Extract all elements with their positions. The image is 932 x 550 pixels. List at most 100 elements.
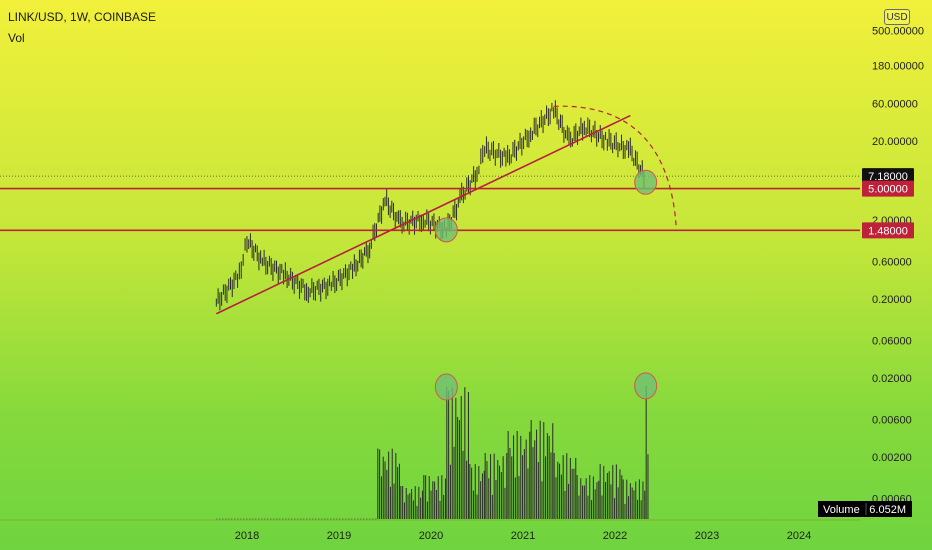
volume-bar xyxy=(621,475,623,519)
volume-bar xyxy=(640,500,642,519)
volume-badge-bg xyxy=(818,501,912,517)
price-tick-label: 180.00000 xyxy=(872,61,924,73)
volume-bar xyxy=(578,495,580,519)
volume-bar xyxy=(541,481,543,519)
volume-bar xyxy=(545,456,547,519)
price-tick-label: 500.00000 xyxy=(872,26,924,38)
volume-bar xyxy=(412,500,414,519)
volume-bar xyxy=(416,505,418,519)
volume-bar xyxy=(397,467,399,519)
volume-bar xyxy=(513,435,515,519)
volume-bar xyxy=(430,490,432,519)
volume-bar xyxy=(516,431,518,519)
volume-bar xyxy=(428,476,430,519)
volume-bar xyxy=(537,462,539,519)
volume-bar xyxy=(426,501,428,519)
volume-bar xyxy=(546,433,548,519)
volume-bar xyxy=(491,494,493,519)
price-tick-label: 1400.00000 xyxy=(872,0,930,2)
volume-bar xyxy=(589,475,591,519)
volume-bar xyxy=(598,480,600,519)
volume-bar xyxy=(395,452,397,519)
volume-highlight-circle xyxy=(434,373,458,401)
volume-bar xyxy=(532,447,534,519)
volume-bar xyxy=(405,488,407,519)
volume-bar xyxy=(423,475,425,519)
volume-bar xyxy=(529,431,531,519)
volume-bar xyxy=(569,457,571,519)
volume-bar xyxy=(504,487,506,519)
volume-bar xyxy=(612,465,614,519)
volume-bar xyxy=(488,478,490,519)
volume-bar xyxy=(441,475,443,519)
volume-bar xyxy=(585,478,587,519)
volume-bar xyxy=(633,490,635,519)
price-tick-label: 0.06000 xyxy=(872,335,912,347)
volume-bar xyxy=(444,478,446,519)
volume-bar xyxy=(518,476,520,519)
volume-bar xyxy=(495,480,497,519)
volume-bar xyxy=(624,503,626,519)
volume-bar xyxy=(596,482,598,519)
volume-bar xyxy=(391,448,393,519)
volume-bar xyxy=(523,449,525,519)
volume-bar xyxy=(522,455,524,519)
time-tick-label: 2020 xyxy=(419,530,443,542)
volume-bar xyxy=(411,488,413,519)
currency-button[interactable]: USD xyxy=(884,9,910,25)
volume-bar xyxy=(435,489,437,519)
volume-bar xyxy=(582,485,584,519)
volume-bar xyxy=(576,475,578,519)
volume-bar xyxy=(534,440,536,519)
volume-bar xyxy=(481,473,483,519)
volume-bar xyxy=(420,497,422,519)
volume-bar xyxy=(500,472,502,519)
volume-bar xyxy=(455,397,457,519)
volume-bar xyxy=(564,490,566,519)
volume-bar xyxy=(393,483,395,519)
candles xyxy=(215,100,645,311)
volume-bar xyxy=(483,470,485,519)
volume-bar xyxy=(446,387,448,519)
volume-bar xyxy=(486,461,488,519)
volume-badge-label: Volume xyxy=(823,504,860,516)
price-tick-label: 0.00600 xyxy=(872,414,912,426)
support-badge-148-bg xyxy=(862,222,914,239)
symbol-title: LINK/USD, 1W, COINBASE xyxy=(8,10,157,24)
volume-bar xyxy=(464,387,466,519)
volume-bar xyxy=(398,463,400,519)
volume-bar xyxy=(583,485,585,519)
volume-bar xyxy=(601,495,603,519)
volume-bar xyxy=(555,477,557,519)
support-badge-5-text: 5.00000 xyxy=(868,184,908,196)
volume-bar xyxy=(437,476,439,519)
volume-bar xyxy=(626,479,628,519)
volume-bar xyxy=(432,481,434,519)
volume-bar xyxy=(603,465,605,519)
volume-bar xyxy=(467,392,469,519)
volume-bar xyxy=(550,452,552,519)
volume-bar xyxy=(478,466,480,519)
volume-bar xyxy=(480,481,482,519)
overlays xyxy=(0,105,860,401)
price-tick-label: 20.00000 xyxy=(872,136,918,148)
volume-bar xyxy=(380,476,382,519)
highlight-circle xyxy=(634,169,658,195)
price-axis: 1400.00000 500.00000 180.00000 60.00000 20.0… xyxy=(872,0,930,505)
volume-bar xyxy=(552,423,554,519)
price-tick-label: 0.60000 xyxy=(872,256,912,268)
volume-bar xyxy=(619,469,621,519)
volume-bar xyxy=(606,472,608,519)
volume-bar xyxy=(530,420,532,519)
volume-bar xyxy=(421,490,423,519)
volume-bar xyxy=(573,468,575,519)
volume-bar xyxy=(449,464,451,519)
volume-bar xyxy=(548,435,550,519)
volume-bar xyxy=(453,446,455,519)
volume-highlight-circle xyxy=(634,372,658,400)
volume-bar xyxy=(384,461,386,519)
support-badge-5-bg xyxy=(862,180,914,197)
volume-bar xyxy=(414,486,416,519)
